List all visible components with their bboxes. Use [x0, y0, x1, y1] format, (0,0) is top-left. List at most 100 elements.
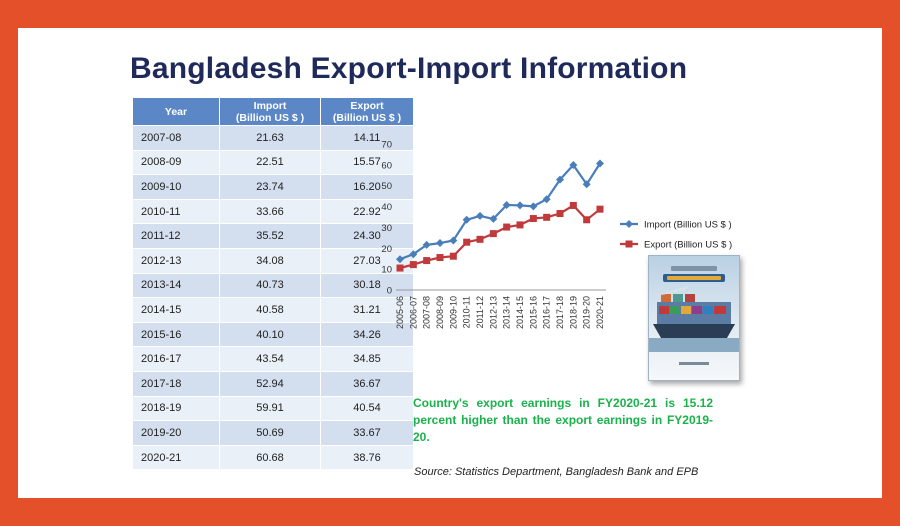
x-tick-label: 2006-07 — [408, 296, 418, 329]
cell-year: 2016-17 — [132, 346, 220, 372]
import-point — [422, 240, 431, 249]
export-point — [529, 215, 537, 223]
export-point — [503, 223, 511, 231]
cell-export: 40.54 — [320, 395, 414, 422]
x-tick-label: 2020-21 — [595, 296, 605, 329]
legend: Import (Billion US $ ) Export (Billion US… — [620, 220, 732, 251]
table-row: 2013-14 40.73 30.18 — [132, 272, 414, 299]
import-point — [476, 211, 484, 220]
cell-export: 31.21 — [320, 297, 414, 323]
cell-export: 38.76 — [320, 444, 414, 471]
x-tick-label: 2011-12 — [475, 296, 485, 328]
table-row: 2018-19 59.91 40.54 — [132, 395, 414, 422]
y-axis: 0 10 20 30 40 50 60 70 — [381, 140, 392, 297]
x-tick-label: 2018-19 — [568, 296, 578, 329]
cell-year: 2010-11 — [132, 198, 220, 225]
import-point — [542, 195, 551, 204]
export-import-table: Year Import (Billion US $ ) Export (Billio… — [132, 97, 414, 471]
x-tick-label: 2007-08 — [422, 296, 432, 329]
table-row: 2020-21 60.68 38.76 — [132, 444, 414, 471]
x-tick-label: 2015-16 — [528, 296, 538, 329]
import-point — [529, 202, 538, 211]
cell-import: 21.63 — [219, 125, 321, 151]
import-point — [582, 180, 591, 189]
export-series — [396, 201, 604, 272]
page-title: Bangladesh Export-Import Information — [130, 52, 688, 85]
header-year-label: Year — [164, 105, 188, 118]
cell-export: 14.11 — [320, 125, 414, 151]
cell-import: 40.73 — [219, 272, 321, 299]
series-layer — [396, 159, 604, 272]
x-tick-label: 2019-20 — [582, 296, 592, 329]
cell-import: 33.66 — [219, 198, 321, 225]
cell-year: 2020-21 — [132, 444, 220, 471]
export-point — [556, 210, 564, 218]
import-point — [502, 201, 511, 210]
cell-import: 35.52 — [219, 223, 321, 249]
cell-export: 33.67 — [320, 420, 414, 446]
table-row: 2008-09 22.51 15.57 — [132, 149, 414, 176]
legend-marker — [625, 240, 633, 248]
import-point — [449, 236, 458, 245]
y-tick-label: 50 — [381, 181, 392, 192]
table-row: 2011-12 35.52 24.30 — [132, 223, 414, 249]
table-row: 2010-11 33.66 22.92 — [132, 198, 414, 225]
cell-year: 2014-15 — [132, 297, 220, 323]
cell-import: 60.68 — [219, 444, 321, 471]
import-line — [399, 162, 601, 261]
cell-import: 23.74 — [219, 174, 321, 200]
header-export: Export (Billion US $ ) — [320, 97, 414, 126]
cell-export: 30.18 — [320, 272, 414, 299]
import-point — [436, 239, 444, 248]
export-point — [569, 201, 577, 209]
table-row: 2014-15 40.58 31.21 — [132, 297, 414, 323]
cell-year: 2015-16 — [132, 321, 220, 348]
cell-year: 2018-19 — [132, 395, 220, 422]
x-tick-label: 2017-18 — [555, 296, 565, 329]
x-tick-label: 2012-13 — [488, 296, 498, 329]
table-row: 2007-08 21.63 14.11 — [132, 125, 414, 151]
export-point — [396, 264, 404, 272]
cell-export: 34.85 — [320, 346, 414, 372]
import-point — [596, 159, 604, 168]
y-tick-label: 10 — [381, 265, 392, 276]
export-earnings-note: Country's export earnings in FY2020-21 i… — [413, 396, 713, 444]
header-export-unit: (Billion US $ ) — [332, 111, 402, 124]
export-point — [543, 213, 551, 221]
table-row: 2009-10 23.74 16.20 — [132, 174, 414, 200]
source-text: Source: Statistics Department, Banglades… — [414, 466, 699, 478]
export-point — [596, 205, 604, 213]
cell-year: 2012-13 — [132, 247, 220, 274]
y-tick-label: 0 — [387, 286, 392, 297]
export-point — [516, 221, 524, 229]
header-year: Year — [132, 97, 220, 126]
cell-year: 2011-12 — [132, 223, 220, 249]
y-tick-label: 70 — [381, 140, 392, 151]
export-point — [423, 257, 431, 265]
cell-import: 34.08 — [219, 247, 321, 274]
x-tick-label: 2009-10 — [448, 296, 458, 329]
cell-export: 16.20 — [320, 174, 414, 200]
cell-export: 36.67 — [320, 370, 414, 397]
book-cover-image — [648, 255, 740, 381]
x-tick-label: 2016-17 — [542, 296, 552, 329]
cell-import: 40.10 — [219, 321, 321, 348]
cell-year: 2007-08 — [132, 125, 220, 151]
cell-year: 2009-10 — [132, 174, 220, 200]
book-cover-art — [649, 256, 739, 380]
header-import-unit: (Billion US $ ) — [235, 111, 305, 124]
export-point — [409, 261, 417, 269]
cell-import: 22.51 — [219, 149, 321, 176]
header-import: Import (Billion US $ ) — [219, 97, 321, 126]
cell-year: 2017-18 — [132, 370, 220, 397]
import-point — [489, 214, 498, 223]
legend-export-label: Export (Billion US $ ) — [644, 240, 732, 251]
table-row: 2016-17 43.54 34.85 — [132, 346, 414, 372]
legend-import-label: Import (Billion US $ ) — [644, 220, 732, 231]
legend-marker — [625, 220, 633, 228]
table-row: 2019-20 50.69 33.67 — [132, 420, 414, 446]
header-export-label: Export — [350, 99, 384, 112]
export-point — [463, 238, 471, 246]
import-point — [409, 250, 418, 259]
